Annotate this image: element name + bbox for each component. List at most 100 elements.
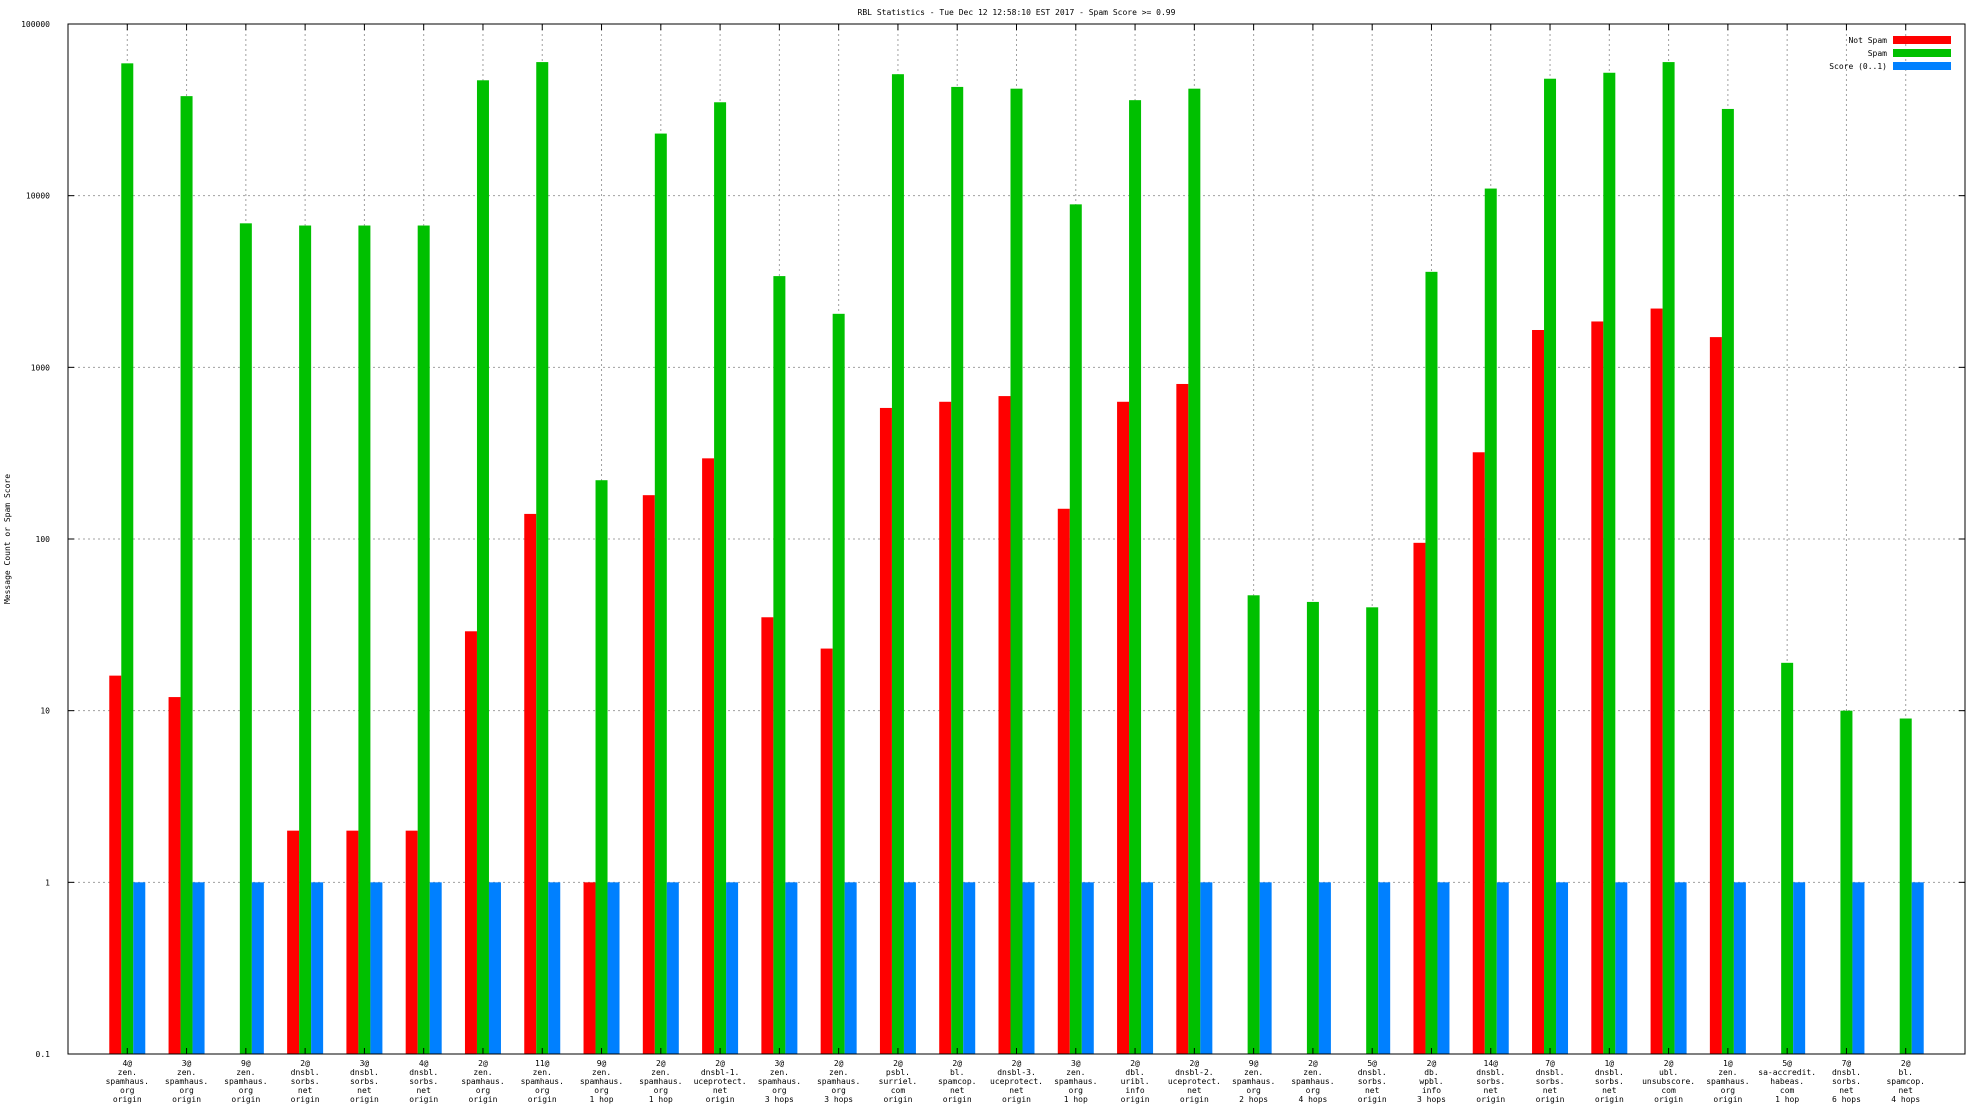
bar-spam (358, 225, 371, 1055)
bar-not-spam (1650, 308, 1663, 1054)
x-tick-label: 2@ dnsbl-1. uceprotect. net origin (694, 1059, 747, 1104)
x-tick-label: 5@ dnsbl. sorbs. net origin (1358, 1059, 1387, 1104)
bar-score-0-1 (192, 882, 205, 1054)
bar-not-spam (702, 458, 715, 1054)
bar-score-0-1 (1437, 882, 1450, 1054)
x-tick-label: 9@ zen. spamhaus. org 1 hop (580, 1059, 623, 1104)
bar-not-spam (761, 617, 774, 1054)
bar-score-0-1 (785, 882, 798, 1054)
bar-spam (1721, 108, 1734, 1054)
bar-spam (1544, 78, 1557, 1054)
bar-score-0-1 (726, 882, 739, 1054)
x-tick-label: 4@ zen. spamhaus. org origin (106, 1059, 149, 1104)
bar-not-spam (1057, 508, 1070, 1054)
bar-spam (1247, 595, 1260, 1054)
bar-score-0-1 (1022, 882, 1035, 1054)
bar-spam (1010, 88, 1023, 1054)
bar-not-spam (405, 830, 418, 1054)
bar-not-spam (287, 830, 300, 1054)
bar-not-spam (583, 882, 596, 1054)
legend-swatch (1893, 62, 1951, 70)
x-tick-label: 1@ zen. spamhaus. org origin (1706, 1059, 1749, 1104)
bar-score-0-1 (607, 882, 620, 1054)
x-tick-label: 7@ dnsbl. sorbs. net 6 hops (1832, 1059, 1861, 1104)
bar-not-spam (998, 396, 1011, 1055)
bar-not-spam (464, 631, 477, 1054)
bar-spam (180, 96, 193, 1054)
bar-not-spam (1532, 329, 1545, 1054)
legend-label: Spam (1868, 49, 1887, 58)
x-tick-label: 5@ sa-accredit. habeas. com 1 hop (1758, 1059, 1816, 1104)
x-tick-label: 2@ psbl. surriel. com origin (879, 1059, 918, 1104)
bar-score-0-1 (1615, 882, 1628, 1054)
bar-score-0-1 (1733, 882, 1746, 1054)
y-tick-label: 0.1 (36, 1050, 51, 1059)
x-tick-label: 14@ dnsbl. sorbs. net origin (1476, 1059, 1505, 1104)
bar-score-0-1 (1378, 882, 1391, 1054)
bar-spam (1662, 62, 1675, 1054)
bar-score-0-1 (1318, 882, 1331, 1054)
x-tick-label: 4@ dnsbl. sorbs. net origin (409, 1059, 438, 1104)
x-tick-label: 2@ ubl. unsubscore. com origin (1642, 1059, 1695, 1104)
bar-spam (476, 80, 489, 1055)
bar-score-0-1 (429, 882, 442, 1054)
bar-spam (121, 63, 134, 1054)
bar-spam (299, 225, 312, 1055)
bar-spam (1899, 718, 1912, 1054)
bar-score-0-1 (1793, 882, 1806, 1054)
x-tick-label: 9@ zen. spamhaus. org origin (224, 1059, 267, 1104)
bar-score-0-1 (1911, 882, 1924, 1054)
bar-score-0-1 (1200, 882, 1213, 1054)
bar-spam (1188, 88, 1201, 1054)
bar-score-0-1 (844, 882, 857, 1054)
x-tick-label: 2@ zen. spamhaus. org 3 hops (817, 1059, 860, 1104)
x-tick-label: 3@ zen. spamhaus. org origin (165, 1059, 208, 1104)
bar-spam (1306, 601, 1319, 1054)
bar-spam (891, 74, 904, 1055)
chart-title: RBL Statistics - Tue Dec 12 12:58:10 EST… (858, 8, 1176, 17)
bar-spam (1425, 271, 1438, 1055)
legend-label: Score (0..1) (1829, 62, 1887, 71)
y-tick-label: 1 (45, 878, 50, 887)
bar-score-0-1 (548, 882, 561, 1054)
x-tick-label: 2@ zen. spamhaus. org 1 hop (639, 1059, 682, 1104)
bar-spam (714, 102, 727, 1055)
bar-score-0-1 (1852, 882, 1865, 1054)
x-tick-label: 7@ dnsbl. sorbs. net origin (1536, 1059, 1565, 1104)
bar-score-0-1 (666, 882, 679, 1054)
x-tick-label: 11@ zen. spamhaus. org origin (521, 1059, 564, 1104)
bar-spam (951, 86, 964, 1054)
x-tick-label: 2@ dbl. uribl. info origin (1121, 1059, 1150, 1104)
x-tick-label: 2@ db. wpbl. info 3 hops (1417, 1059, 1446, 1104)
y-tick-label: 100000 (21, 20, 50, 29)
bar-spam (417, 225, 430, 1055)
bar-not-spam (879, 407, 892, 1055)
bar-spam (773, 276, 786, 1054)
legend-label: Not Spam (1848, 36, 1887, 45)
x-tick-label: 1@ dnsbl. sorbs. net origin (1595, 1059, 1624, 1104)
bar-spam (1069, 204, 1082, 1054)
legend: Not Spam Spam Score (0..1) (1829, 36, 1951, 71)
x-tick-label: 2@ zen. spamhaus. org origin (461, 1059, 504, 1104)
x-tick-label: 2@ dnsbl-3. uceprotect. net origin (990, 1059, 1043, 1104)
bar-score-0-1 (1496, 882, 1509, 1054)
x-tick-label: 2@ dnsbl. sorbs. net origin (291, 1059, 320, 1104)
y-tick-label: 10 (40, 707, 50, 716)
bar-not-spam (1709, 337, 1722, 1054)
bar-spam (1781, 662, 1794, 1054)
bar-not-spam (1117, 401, 1130, 1054)
bar-not-spam (642, 495, 655, 1054)
bar-score-0-1 (1259, 882, 1272, 1054)
bar-score-0-1 (1674, 882, 1687, 1054)
y-tick-label: 1000 (31, 363, 50, 372)
x-tick-label: 3@ zen. spamhaus. org 1 hop (1054, 1059, 1097, 1104)
bar-not-spam (524, 513, 537, 1054)
x-tick-label: 2@ dnsbl-2. uceprotect. net origin (1168, 1059, 1221, 1104)
bar-score-0-1 (903, 882, 916, 1054)
x-tick-label: 2@ zen. spamhaus. org 4 hops (1291, 1059, 1334, 1104)
bar-not-spam (820, 648, 833, 1054)
bar-not-spam (1472, 452, 1485, 1054)
x-tick-label: 3@ dnsbl. sorbs. net origin (350, 1059, 379, 1104)
bar-score-0-1 (1141, 882, 1154, 1054)
